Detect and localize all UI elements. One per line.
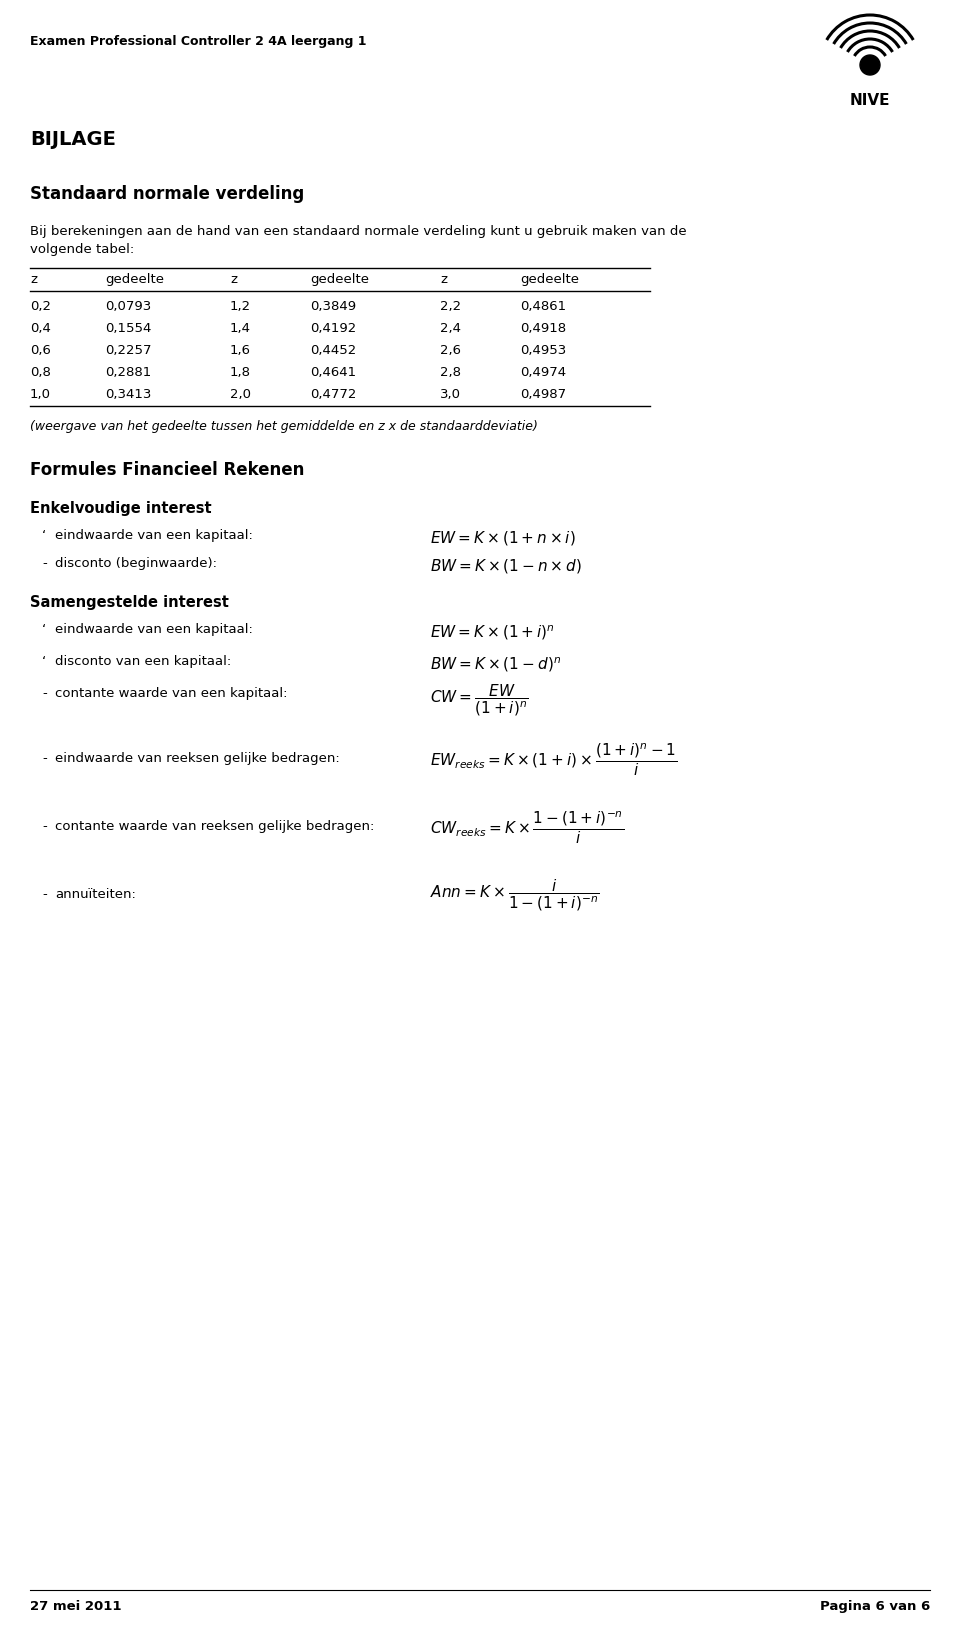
Text: ‘: ‘ xyxy=(42,528,46,541)
Text: gedeelte: gedeelte xyxy=(520,273,579,286)
Text: contante waarde van reeksen gelijke bedragen:: contante waarde van reeksen gelijke bedr… xyxy=(55,820,374,833)
Text: 0,4: 0,4 xyxy=(30,322,51,335)
Text: 0,4861: 0,4861 xyxy=(520,301,566,312)
Text: 1,8: 1,8 xyxy=(230,366,251,379)
Text: z: z xyxy=(30,273,37,286)
Text: $CW = \dfrac{EW}{(1+i)^{n}}$: $CW = \dfrac{EW}{(1+i)^{n}}$ xyxy=(430,683,528,719)
Text: Examen Professional Controller 2 4A leergang 1: Examen Professional Controller 2 4A leer… xyxy=(30,36,367,49)
Text: $EW = K \times (1 + n \times i)$: $EW = K \times (1 + n \times i)$ xyxy=(430,528,576,546)
Circle shape xyxy=(860,55,880,75)
Text: 0,4918: 0,4918 xyxy=(520,322,566,335)
Text: 2,8: 2,8 xyxy=(440,366,461,379)
Text: 1,2: 1,2 xyxy=(230,301,252,312)
Text: -: - xyxy=(42,558,47,571)
Text: Bij berekeningen aan de hand van een standaard normale verdeling kunt u gebruik : Bij berekeningen aan de hand van een sta… xyxy=(30,224,686,237)
Text: 0,0793: 0,0793 xyxy=(105,301,152,312)
Text: eindwaarde van reeksen gelijke bedragen:: eindwaarde van reeksen gelijke bedragen: xyxy=(55,751,340,764)
Text: Pagina 6 van 6: Pagina 6 van 6 xyxy=(820,1600,930,1613)
Text: gedeelte: gedeelte xyxy=(310,273,369,286)
Text: $EW = K \times (1 + i)^{n}$: $EW = K \times (1 + i)^{n}$ xyxy=(430,623,555,642)
Text: $EW_{reeks} = K \times (1+i) \times \dfrac{(1+i)^{n}-1}{i}$: $EW_{reeks} = K \times (1+i) \times \dfr… xyxy=(430,741,678,779)
Text: 0,3849: 0,3849 xyxy=(310,301,356,312)
Text: 0,2257: 0,2257 xyxy=(105,345,152,358)
Text: ‘: ‘ xyxy=(42,623,46,636)
Text: 2,2: 2,2 xyxy=(440,301,461,312)
Text: $Ann = K \times \dfrac{i}{1-(1+i)^{-n}}$: $Ann = K \times \dfrac{i}{1-(1+i)^{-n}}$ xyxy=(430,878,599,914)
Text: disconto van een kapitaal:: disconto van een kapitaal: xyxy=(55,655,231,668)
Text: -: - xyxy=(42,751,47,764)
Text: disconto (beginwaarde):: disconto (beginwaarde): xyxy=(55,558,217,571)
Text: 0,4772: 0,4772 xyxy=(310,389,356,402)
Text: 0,3413: 0,3413 xyxy=(105,389,152,402)
Text: z: z xyxy=(230,273,237,286)
Text: contante waarde van een kapitaal:: contante waarde van een kapitaal: xyxy=(55,688,287,701)
Text: 0,4452: 0,4452 xyxy=(310,345,356,358)
Text: 2,6: 2,6 xyxy=(440,345,461,358)
Text: gedeelte: gedeelte xyxy=(105,273,164,286)
Text: eindwaarde van een kapitaal:: eindwaarde van een kapitaal: xyxy=(55,623,252,636)
Text: 0,4974: 0,4974 xyxy=(520,366,566,379)
Text: 3,0: 3,0 xyxy=(440,389,461,402)
Text: 0,4987: 0,4987 xyxy=(520,389,566,402)
Text: $BW = K \times (1 - d)^{n}$: $BW = K \times (1 - d)^{n}$ xyxy=(430,655,562,673)
Text: z: z xyxy=(440,273,447,286)
Text: 0,8: 0,8 xyxy=(30,366,51,379)
Text: NIVE: NIVE xyxy=(850,93,890,107)
Text: 2,0: 2,0 xyxy=(230,389,251,402)
Text: 0,2: 0,2 xyxy=(30,301,51,312)
Text: 1,0: 1,0 xyxy=(30,389,51,402)
Text: $BW = K \times (1 - n \times d)$: $BW = K \times (1 - n \times d)$ xyxy=(430,558,582,576)
Text: 0,4192: 0,4192 xyxy=(310,322,356,335)
Text: -: - xyxy=(42,820,47,833)
Text: volgende tabel:: volgende tabel: xyxy=(30,242,134,255)
Text: 0,2881: 0,2881 xyxy=(105,366,152,379)
Text: 0,4953: 0,4953 xyxy=(520,345,566,358)
Text: 1,4: 1,4 xyxy=(230,322,251,335)
Text: annuïteiten:: annuïteiten: xyxy=(55,888,136,901)
Text: Enkelvoudige interest: Enkelvoudige interest xyxy=(30,501,211,515)
Text: 0,4641: 0,4641 xyxy=(310,366,356,379)
Text: 27 mei 2011: 27 mei 2011 xyxy=(30,1600,122,1613)
Text: (weergave van het gedeelte tussen het gemiddelde en z x de standaarddeviatie): (weergave van het gedeelte tussen het ge… xyxy=(30,420,538,433)
Text: Samengestelde interest: Samengestelde interest xyxy=(30,595,228,610)
Text: ‘: ‘ xyxy=(42,655,46,668)
Text: -: - xyxy=(42,888,47,901)
Text: 0,1554: 0,1554 xyxy=(105,322,152,335)
Text: 0,6: 0,6 xyxy=(30,345,51,358)
Text: eindwaarde van een kapitaal:: eindwaarde van een kapitaal: xyxy=(55,528,252,541)
Text: $CW_{reeks} = K \times \dfrac{1-(1+i)^{-n}}{i}$: $CW_{reeks} = K \times \dfrac{1-(1+i)^{-… xyxy=(430,810,624,847)
Text: 1,6: 1,6 xyxy=(230,345,251,358)
Text: 2,4: 2,4 xyxy=(440,322,461,335)
Text: Formules Financieel Rekenen: Formules Financieel Rekenen xyxy=(30,462,304,480)
Text: -: - xyxy=(42,688,47,701)
Text: BIJLAGE: BIJLAGE xyxy=(30,130,116,150)
Text: Standaard normale verdeling: Standaard normale verdeling xyxy=(30,185,304,203)
